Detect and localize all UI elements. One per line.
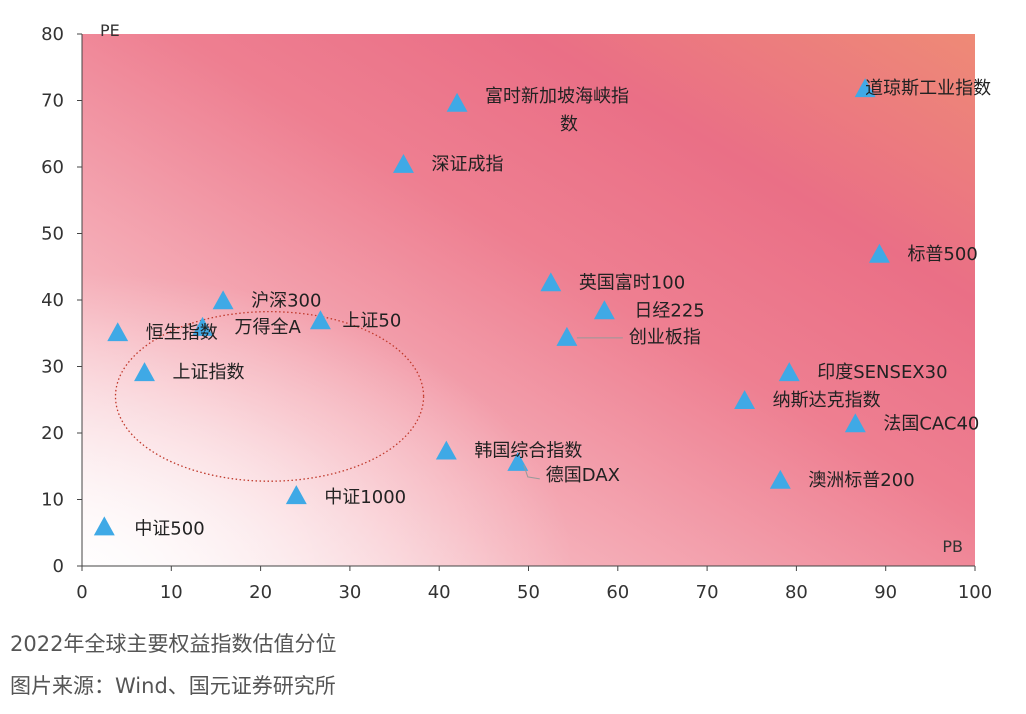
y-tick-label: 30 (41, 357, 64, 378)
data-point-marker (734, 390, 756, 409)
label-leader-line (523, 464, 540, 480)
x-tick-label: 80 (785, 582, 808, 603)
data-point-label: 恒生指数 (146, 322, 218, 343)
data-point-label: 标普500 (907, 244, 977, 265)
data-point-label: 韩国综合指数 (474, 441, 582, 462)
y-tick-label: 60 (41, 157, 64, 178)
x-tick-label: 20 (249, 582, 272, 603)
data-point-marker (309, 310, 331, 330)
y-tick-label: 80 (41, 24, 64, 45)
y-tick-label: 0 (53, 556, 64, 577)
data-point-marker (540, 272, 562, 292)
y-tick-label: 10 (41, 490, 64, 511)
y-axis-label: PE (100, 21, 120, 40)
x-tick-label: 70 (696, 582, 719, 603)
data-point-label: 中证500 (134, 518, 204, 539)
data-point-label: 上证50 (342, 310, 401, 331)
y-tick-label: 40 (41, 290, 64, 311)
data-point-marker (212, 290, 234, 310)
data-point-label: 深证成指 (431, 154, 503, 175)
data-point-marker (134, 362, 155, 382)
data-point-label: 沪深300 (251, 290, 321, 311)
y-tick-label: 50 (41, 224, 64, 245)
data-point-marker (285, 485, 307, 505)
data-point-marker (778, 362, 800, 382)
highlight-circle (114, 310, 425, 482)
data-point-marker (435, 440, 457, 460)
x-tick-label: 100 (958, 582, 992, 603)
data-point-label: 中证1000 (324, 487, 406, 508)
data-point-label: 德国DAX (546, 465, 620, 486)
chart-svg: 0 10 20 30 40 50 60 70 80 90 100 0 10 20 30 40 50 60 70 80 P… (41, 21, 992, 603)
data-point-label: 法国CAC40 (883, 413, 979, 434)
scatter-chart: 0 10 20 30 40 50 60 70 80 90 100 0 10 20 30 40 50 60 70 80 P… (41, 21, 992, 603)
x-tick-label: 40 (428, 582, 451, 603)
data-point-label: 道琼斯工业指数 (865, 78, 991, 99)
data-point-marker (393, 154, 414, 173)
data-point-label: 纳斯达克指数 (773, 390, 881, 411)
x-tick-label: 90 (874, 582, 897, 603)
x-tick-label: 30 (338, 582, 361, 603)
data-point-label: 英国富时100 (579, 272, 685, 293)
data-point-marker (854, 78, 876, 98)
x-tick-label: 10 (160, 582, 183, 603)
x-tick-label: 60 (606, 582, 629, 603)
data-point-marker (192, 316, 214, 336)
data-point-marker (507, 451, 529, 471)
data-point-marker (556, 326, 578, 346)
data-point-marker (844, 413, 866, 433)
caption-title: 2022年全球主要权益指数估值分位 (10, 632, 337, 656)
data-point-marker (868, 243, 890, 263)
y-tick-label: 70 (41, 91, 64, 112)
data-point-label: 澳洲标普200 (808, 470, 914, 491)
x-tick-label: 50 (517, 582, 540, 603)
data-point-marker (107, 322, 129, 342)
data-point-label: 上证指数 (173, 362, 245, 383)
x-tick-label: 0 (76, 582, 87, 603)
data-point-label: 富时新加坡海峡指数 (485, 86, 629, 135)
data-point-label: 创业板指 (629, 327, 701, 348)
caption-source: 图片来源：Wind、国元证券研究所 (10, 674, 336, 698)
data-point-label: 日经225 (634, 300, 704, 321)
x-axis-label: PB (942, 537, 963, 556)
data-point-marker (93, 516, 115, 536)
data-point-label: 万得全A (235, 317, 302, 338)
data-point-label: 印度SENSEX30 (817, 362, 947, 383)
data-point-marker (446, 92, 468, 112)
data-point-marker (769, 469, 791, 489)
data-point-marker (593, 300, 615, 320)
y-tick-label: 20 (41, 423, 64, 444)
